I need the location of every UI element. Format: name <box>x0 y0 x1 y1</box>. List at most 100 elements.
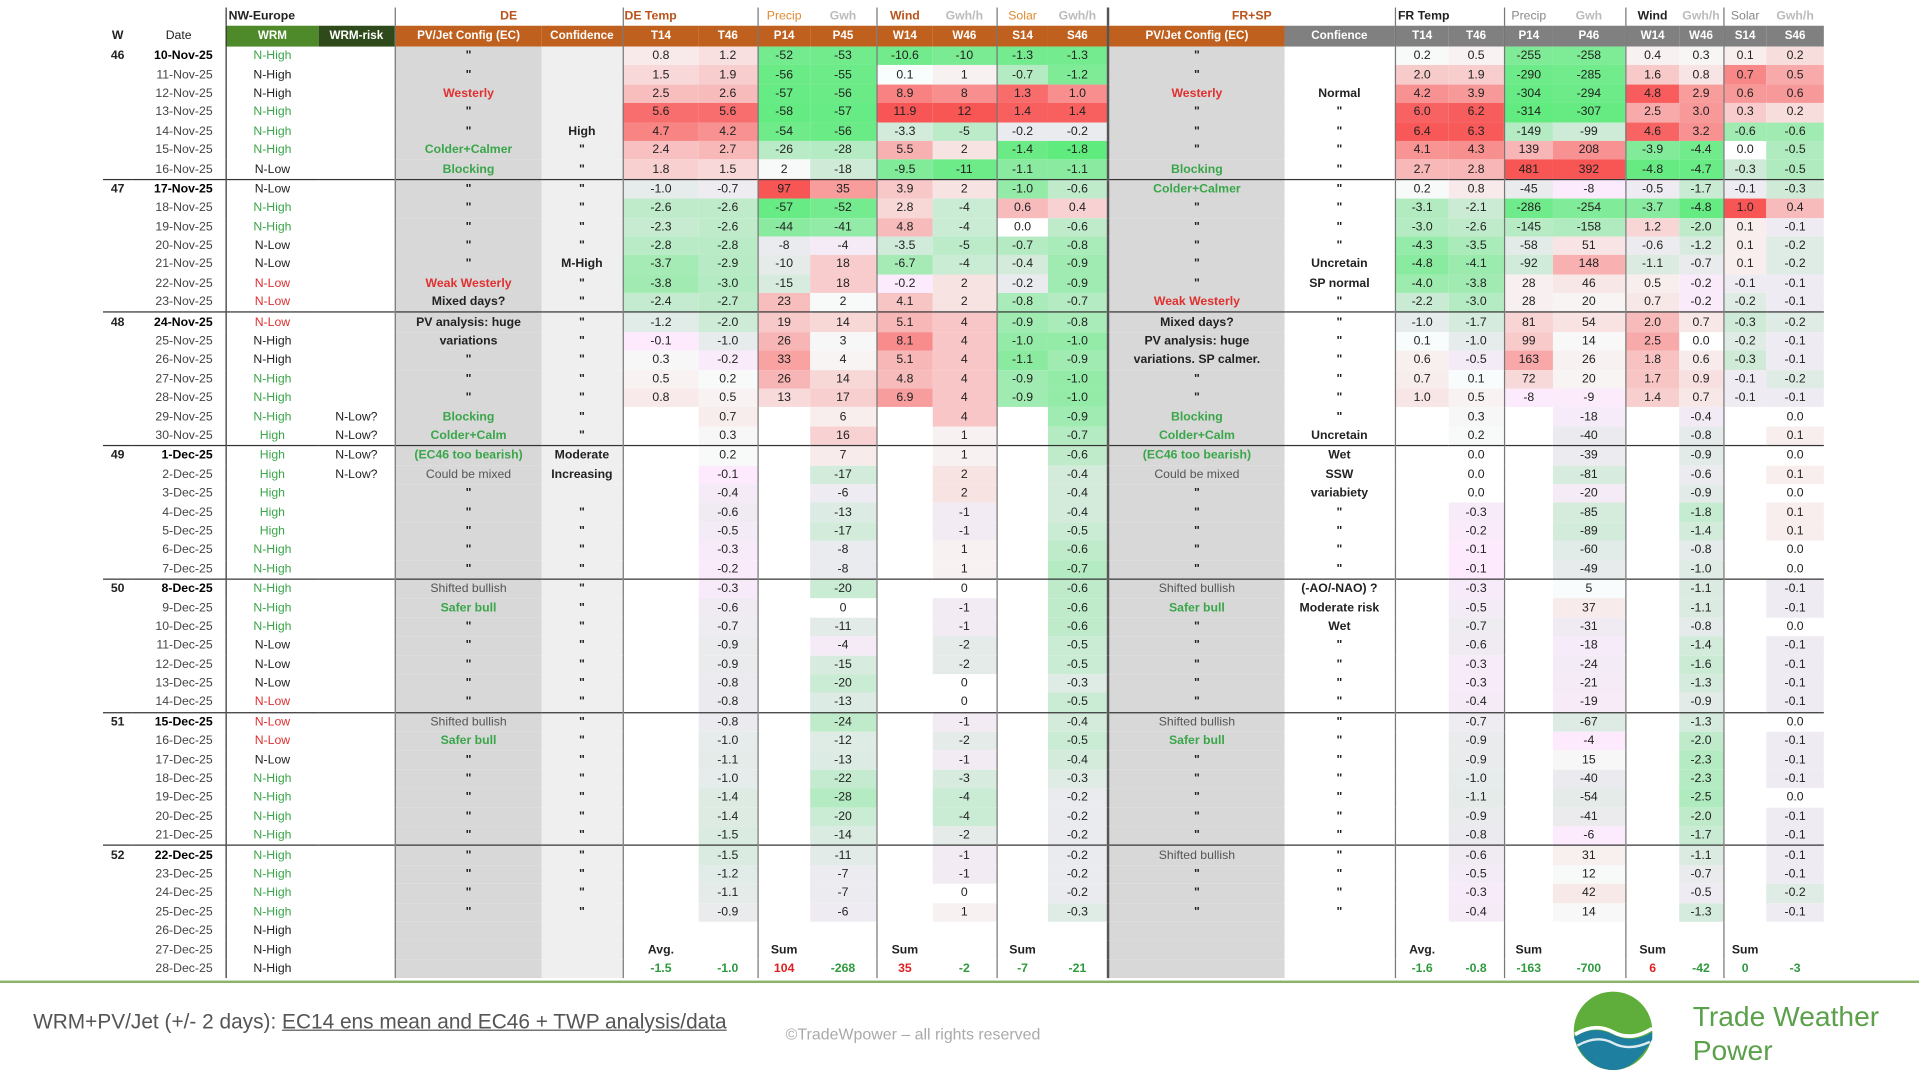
fr-pv-config-cell: " <box>1106 826 1285 846</box>
wrm-cell: N-High <box>224 902 319 922</box>
fr-fs46-cell: 0.0 <box>1766 711 1824 732</box>
fr-pv-config-cell: Weak Westerly <box>1106 293 1285 313</box>
fr-fw46-cell: -0.2 <box>1679 293 1724 313</box>
fr-confidence-cell: " <box>1336 734 1343 748</box>
fr-ft46-cell <box>1449 941 1504 960</box>
fr-pv-config-cell: " <box>1106 788 1285 808</box>
de-t14-cell <box>622 711 699 732</box>
de-p45-cell: 16 <box>810 426 877 446</box>
de-t14-cell <box>622 865 699 884</box>
de-confidence-cell <box>541 103 623 123</box>
date-cell: 11-Dec-25 <box>156 638 213 653</box>
fr-fp14-cell: 481 <box>1503 159 1554 180</box>
de-s46-cell: -0.4 <box>1047 465 1109 485</box>
fr-fp46-cell: -31 <box>1553 617 1626 637</box>
fr-fp14-cell <box>1503 769 1554 789</box>
de-confidence-cell: " <box>541 865 623 884</box>
fr-fp46-cell: -54 <box>1553 788 1626 808</box>
wrm-cell: N-High <box>224 769 319 789</box>
de-pv-config-cell: Westerly <box>394 84 542 104</box>
fr-fp46-cell: -40 <box>1553 426 1626 446</box>
fr-pv-config-cell: " <box>1106 655 1285 675</box>
fr-ft14-cell <box>1394 636 1449 656</box>
fr-fp14-cell <box>1503 711 1554 732</box>
de-pv-config-cell: " <box>394 807 542 827</box>
de-p14-cell <box>756 540 811 560</box>
fr-ft46-cell: -0.1 <box>1448 540 1504 560</box>
de-t14-cell <box>622 617 699 637</box>
week-number-cell <box>103 922 132 941</box>
week-number-cell <box>103 351 132 370</box>
fr-fw46-cell: 0.0 <box>1692 334 1710 349</box>
fr-fp14-cell <box>1503 865 1554 884</box>
fr-fp14-cell: -304 <box>1503 84 1554 104</box>
de-p45-cell: -8 <box>810 559 877 580</box>
fr-fp46-cell: -89 <box>1553 521 1626 541</box>
fr-fs46-cell: -0.6 <box>1766 122 1824 141</box>
fr-fs46-cell: -0.1 <box>1766 807 1824 827</box>
de-t46-cell: -0.7 <box>698 178 758 199</box>
fr-fp14-cell <box>1503 883 1554 903</box>
fr-fp14-cell <box>1503 902 1554 922</box>
wrm-cell: N-High <box>224 845 319 866</box>
table-row: 28-Dec-25 N-High -1.5 -1.0 104 -268 35 -2 -7 -21 -… <box>103 959 1824 979</box>
fr-confidence-cell: " <box>1336 143 1343 158</box>
fr-confidence-cell: " <box>1336 772 1343 786</box>
de-confidence-cell: " <box>541 331 623 351</box>
de-s14-cell: 1.4 <box>995 103 1048 123</box>
fr-fs46-cell: 0.0 <box>1786 620 1804 634</box>
de-s14-cell: 1.3 <box>995 84 1048 104</box>
de-t46-cell: -0.2 <box>698 559 758 580</box>
wrm-cell: N-Low <box>224 236 319 256</box>
fr-fs14-cell <box>1722 865 1767 884</box>
wrm-cell: N-High <box>224 350 319 370</box>
de-s46-cell: -1.0 <box>1047 388 1109 408</box>
fr-ft14-cell: -2.2 <box>1394 293 1449 313</box>
de-pv-config-cell: " <box>394 826 542 846</box>
fr-fs46-cell: -0.1 <box>1766 274 1824 294</box>
fr-pv-config-cell: Blocking <box>1106 159 1285 180</box>
fr-fs46-cell: -0.2 <box>1766 236 1824 256</box>
de-p45-cell: -14 <box>810 826 877 846</box>
fr-fs46-cell: -0.1 <box>1766 731 1824 751</box>
w-header-spacer <box>103 7 132 25</box>
fr-fp14-cell: -45 <box>1503 178 1554 199</box>
de-w14-cell <box>875 636 933 656</box>
de-s14-cell <box>995 731 1048 751</box>
wrm-cell: N-High <box>224 140 319 160</box>
de-t46-cell: 0.5 <box>698 388 758 408</box>
de-s14-cell: -1.0 <box>995 331 1048 351</box>
de-p45-cell: 17 <box>810 388 877 408</box>
de-w46-cell: -1 <box>932 865 997 884</box>
wrm-risk-cell <box>319 693 395 712</box>
de-confidence-cell: " <box>541 369 623 389</box>
fr-pv-config-cell: " <box>1106 559 1285 580</box>
de-confidence-cell: " <box>541 769 623 789</box>
fr-fs46-cell: 0.0 <box>1786 410 1804 424</box>
date-cell: 6-Dec-25 <box>162 543 213 557</box>
date-cell: 27-Nov-25 <box>155 372 213 386</box>
de-confidence-cell: " <box>541 902 623 922</box>
fr-pv-config-cell: Shifted bullish <box>1106 578 1285 599</box>
fr-ft46-cell: -0.3 <box>1448 883 1504 903</box>
table-row: 2-Dec-25 High N-Low? Could be mixed Increasi… <box>103 465 1824 485</box>
fr-fp14-cell <box>1503 540 1554 560</box>
fr-fs46-cell: 0.0 <box>1786 562 1804 576</box>
table-row: 30-Nov-25 High N-Low? Colder+Calm " 0.3 16 1 -0.… <box>103 426 1824 446</box>
fr-fs46-cell: 0.0 <box>1786 791 1804 805</box>
de-t14-cell: 5.6 <box>622 103 699 123</box>
footer-source-link[interactable]: EC14 ens mean and EC46 + TWP analysis/da… <box>282 1009 727 1034</box>
de-p14-cell: -52 <box>756 46 811 66</box>
fr-fp46-cell: -254 <box>1553 198 1626 218</box>
wrm-cell: N-Low <box>224 750 319 770</box>
fr-wind-header: Wind <box>1624 7 1680 26</box>
fr-pv-config-cell: " <box>1106 521 1285 541</box>
fr-ft14-cell: 4.2 <box>1394 84 1449 104</box>
wrm-risk-cell <box>319 255 395 274</box>
de-s46-cell: -0.6 <box>1047 178 1109 199</box>
de-s14-cell <box>995 750 1048 770</box>
footer-brand: Trade Weather Power <box>1693 999 1879 1068</box>
fr-ft46-cell: -0.4 <box>1448 902 1504 922</box>
de-p45-cell: 7 <box>810 445 877 466</box>
de-p14-cell <box>756 883 811 903</box>
